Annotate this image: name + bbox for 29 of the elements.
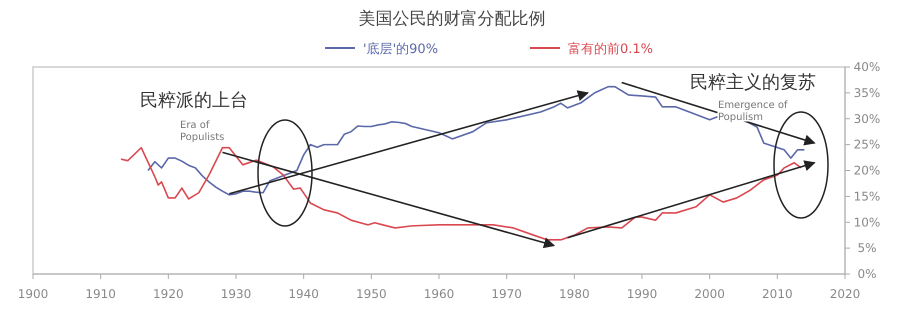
x-tick-label: 1930 <box>220 287 252 301</box>
x-tick-label: 2000 <box>694 287 725 301</box>
legend-label: '底层'的90% <box>363 42 438 57</box>
annotation: 民粹派的上台 <box>140 90 248 111</box>
x-tick-label: 1920 <box>153 287 184 301</box>
chart-title: 美国公民的财富分配比例 <box>358 9 546 29</box>
x-tick-label: 2020 <box>830 287 860 301</box>
y-tick-label: 40% <box>854 60 880 74</box>
x-tick-label: 1940 <box>288 287 319 301</box>
y-tick-label: 0% <box>857 267 877 281</box>
x-tick-label: 1970 <box>491 287 522 301</box>
x-tick-label: 1950 <box>356 287 387 301</box>
x-tick-label: 1910 <box>85 287 116 301</box>
y-tick-label: 15% <box>854 189 880 204</box>
legend-label: 富有的前0.1% <box>568 41 654 57</box>
annotation: 民粹主义的复苏 <box>690 72 816 93</box>
y-tick-label: 25% <box>854 138 880 152</box>
line-series <box>120 146 802 241</box>
x-tick-label: 1900 <box>18 287 48 301</box>
x-tick-label: 2010 <box>762 287 793 301</box>
x-tick-label: 1990 <box>626 287 658 301</box>
y-tick-label: 5% <box>857 241 877 256</box>
annotation: Era of Populists <box>180 120 224 143</box>
x-tick-label: 1980 <box>559 287 590 301</box>
y-tick-label: 10% <box>854 215 880 230</box>
y-tick-label: 30% <box>854 112 880 126</box>
y-tick-label: 35% <box>854 86 880 100</box>
x-tick-label: 1960 <box>424 287 454 301</box>
y-tick-label: 20% <box>854 164 880 178</box>
